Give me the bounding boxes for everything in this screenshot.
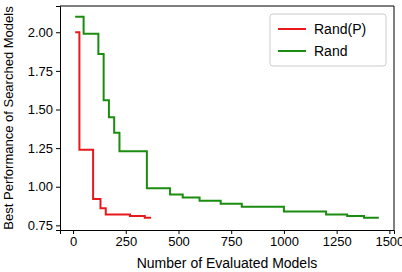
tick: 500 — [168, 230, 190, 249]
frame — [60, 6, 394, 7]
axis-line — [56, 7, 61, 231]
tick: 1.75 — [28, 64, 60, 79]
tick: 1.25 — [28, 141, 60, 156]
tick: 0.75 — [28, 218, 60, 233]
frame — [394, 6, 395, 230]
chart: 0 250 500 750 1000 1250 1500 0.75 1.00 1.25 1.50 1.… — [0, 0, 402, 272]
tick: 1.00 — [28, 179, 60, 194]
legend-swatch — [278, 28, 306, 30]
tick-label: 1.50 — [28, 102, 53, 117]
legend-label: Rand — [314, 43, 347, 59]
legend-label: Rand(P) — [314, 21, 366, 37]
tick-label: 250 — [115, 234, 137, 249]
tick-label: 1.75 — [28, 64, 53, 79]
tick: 750 — [221, 230, 243, 249]
plot: 0 250 500 750 1000 1250 1500 0.75 1.00 1.25 1.50 1.… — [28, 6, 402, 249]
tick-mark — [56, 187, 60, 188]
series-line — [75, 17, 379, 218]
tick: 2.00 — [28, 25, 60, 40]
tick-mark — [56, 225, 60, 226]
tick-mark — [56, 71, 60, 72]
y-axis-title: Best Performance of Searched Models — [1, 6, 16, 230]
series-line — [75, 32, 151, 217]
tick-label: 0 — [70, 234, 77, 249]
tick: 0 — [70, 230, 77, 249]
tick-label: 750 — [221, 234, 243, 249]
tick-label: 1250 — [323, 234, 352, 249]
tick: 1000 — [270, 230, 299, 249]
legend-box — [270, 14, 386, 66]
tick-mark — [56, 110, 60, 111]
tick-label: 500 — [168, 234, 190, 249]
tick-label: 1.25 — [28, 141, 53, 156]
tick-label: 0.75 — [28, 218, 53, 233]
lines — [75, 17, 379, 218]
tick: 250 — [115, 230, 137, 249]
x-axis: 0 250 500 750 1000 1250 1500 — [61, 230, 402, 249]
tick-label: 2.00 — [28, 25, 53, 40]
tick: 1250 — [323, 230, 352, 249]
legend: Rand(P) Rand — [270, 14, 386, 66]
tick: 1500 — [375, 230, 402, 249]
tick: 1.50 — [28, 102, 60, 117]
tick-label: 1000 — [270, 234, 299, 249]
tick-mark — [56, 148, 60, 149]
legend-swatch — [278, 50, 306, 52]
x-axis-title: Number of Evaluated Models — [137, 255, 318, 271]
y-axis: 0.75 1.00 1.25 1.50 1.75 2.00 — [28, 7, 61, 234]
tick-label: 1.00 — [28, 179, 53, 194]
tick-mark — [56, 32, 60, 33]
tick-label: 1500 — [375, 234, 402, 249]
